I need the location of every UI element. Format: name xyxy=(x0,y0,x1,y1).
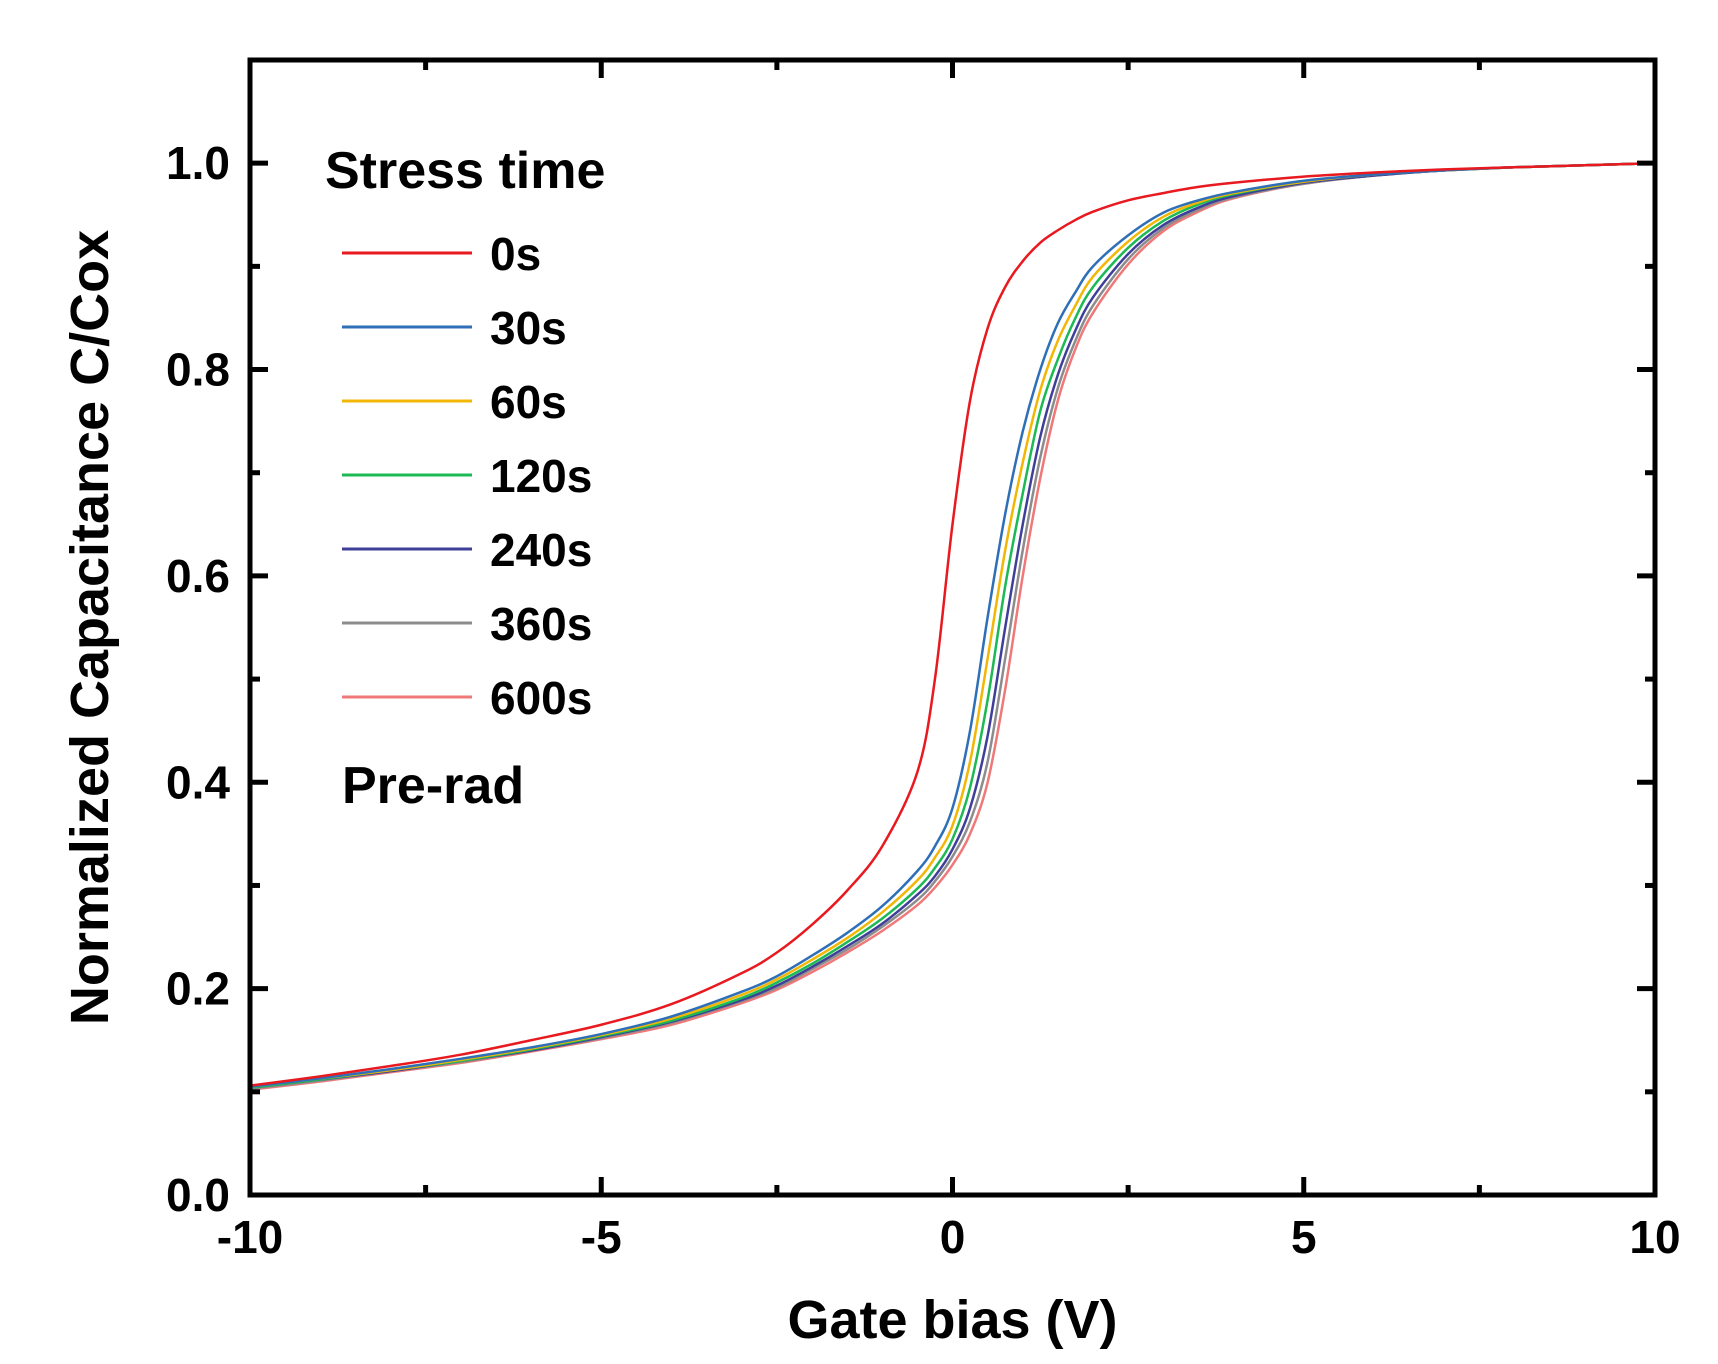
y-tick-label: 1.0 xyxy=(166,137,230,189)
legend-label: 600s xyxy=(490,672,592,724)
pre-rad-annotation: Pre-rad xyxy=(342,757,524,815)
x-tick-label: 5 xyxy=(1291,1211,1317,1263)
legend-label: 360s xyxy=(490,598,592,650)
legend: Stress time 0s 30s 60s 120s 240s 360s 600s xyxy=(325,142,605,724)
y-tick-label: 0.6 xyxy=(166,550,230,602)
y-axis-title: Normalized Capacitance C/Cox xyxy=(60,230,120,1025)
series-line-30s xyxy=(249,161,1656,1088)
legend-title: Stress time xyxy=(325,142,605,200)
plot-frame xyxy=(247,57,1658,1198)
legend-label: 0s xyxy=(490,228,541,280)
legend-items: 0s 30s 60s 120s 240s 360s 600s xyxy=(342,228,592,724)
x-axis-title: Gate bias (V) xyxy=(787,1290,1117,1350)
series-line-0s xyxy=(249,161,1656,1087)
y-tick-label: 0.0 xyxy=(166,1169,230,1221)
x-tick-label: -10 xyxy=(217,1211,283,1263)
series-layer xyxy=(249,161,1656,1091)
legend-label: 120s xyxy=(490,450,592,502)
tick-labels-layer: -10 -5 0 5 10 0.0 0.2 0.4 0.6 0.8 1.0 xyxy=(166,137,1681,1263)
x-tick-label: 0 xyxy=(940,1211,966,1263)
legend-label: 30s xyxy=(490,302,567,354)
y-tick-label: 0.4 xyxy=(166,756,230,808)
x-tick-label: 10 xyxy=(1629,1211,1680,1263)
legend-label: 240s xyxy=(490,524,592,576)
y-tick-label: 0.2 xyxy=(166,963,230,1015)
y-tick-label: 0.8 xyxy=(166,344,230,396)
legend-label: 60s xyxy=(490,376,567,428)
x-tick-label: -5 xyxy=(581,1211,622,1263)
